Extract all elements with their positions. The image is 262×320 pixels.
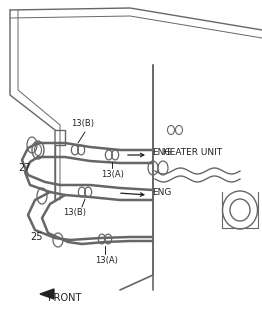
- Text: 13(A): 13(A): [96, 256, 118, 265]
- Text: 13(B): 13(B): [72, 119, 95, 128]
- Text: ENG: ENG: [152, 188, 171, 196]
- Text: 27: 27: [18, 163, 30, 173]
- Text: 25: 25: [30, 232, 42, 242]
- Text: HEATER UNIT: HEATER UNIT: [163, 148, 222, 157]
- Text: 13(A): 13(A): [102, 170, 124, 179]
- Text: FRONT: FRONT: [48, 293, 81, 303]
- Text: 13(B): 13(B): [63, 208, 86, 217]
- Polygon shape: [40, 289, 54, 299]
- Text: ENG: ENG: [152, 148, 171, 156]
